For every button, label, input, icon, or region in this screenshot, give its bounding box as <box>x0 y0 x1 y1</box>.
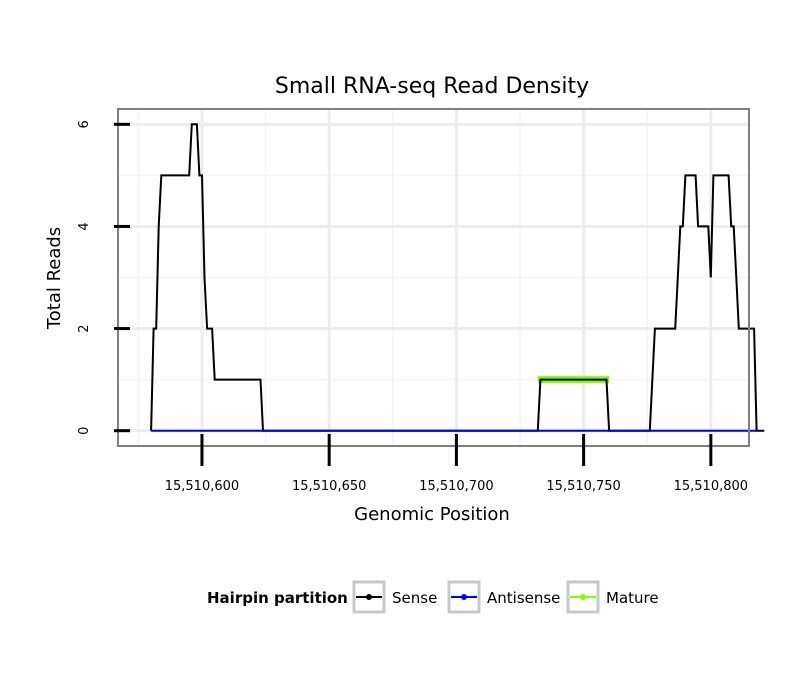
y-tick-label: 6 <box>77 120 92 128</box>
y-tick-label: 0 <box>77 427 92 435</box>
x-tick-label: 15,510,650 <box>292 479 366 494</box>
y-tick-label: 2 <box>77 324 92 332</box>
legend-key-point <box>461 594 467 600</box>
legend: Hairpin partition Sense Antisense Mature <box>207 580 659 614</box>
series-layer <box>150 123 765 432</box>
legend-label: Antisense <box>487 589 560 607</box>
x-axis: 15,510,600 15,510,650 15,510,700 15,510,750… <box>165 434 748 494</box>
legend-key-point <box>580 594 586 600</box>
y-axis-title: Total Reads <box>44 227 65 330</box>
x-tick-label: 15,510,800 <box>674 479 748 494</box>
chart-title: Small RNA-seq Read Density <box>275 74 589 99</box>
x-tick-label: 15,510,700 <box>419 479 493 494</box>
legend-item-sense: Sense <box>352 580 437 614</box>
x-tick-label: 15,510,600 <box>165 479 239 494</box>
plot-panel-border <box>117 108 750 447</box>
legend-title: Hairpin partition <box>207 589 348 607</box>
y-tick-label: 4 <box>77 222 92 230</box>
legend-item-antisense: Antisense <box>447 580 560 614</box>
y-axis: 0 2 4 6 <box>77 120 130 435</box>
x-tick-label: 15,510,750 <box>546 479 620 494</box>
legend-label: Sense <box>392 589 437 607</box>
legend-label: Mature <box>606 589 659 607</box>
x-axis-title: Genomic Position <box>354 504 510 525</box>
legend-item-mature: Mature <box>566 580 659 614</box>
legend-key-point <box>366 594 372 600</box>
